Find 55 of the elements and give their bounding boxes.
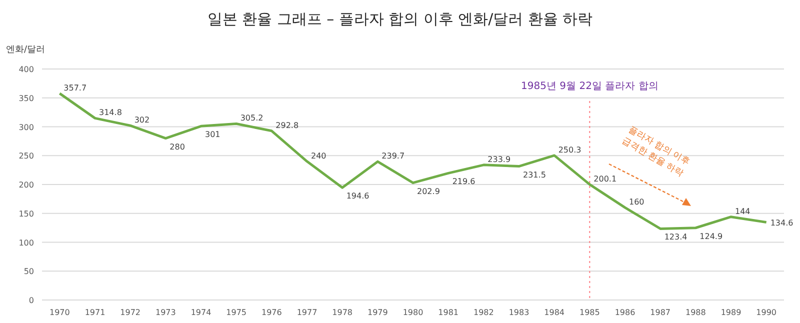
data-label: 301 (205, 130, 220, 140)
x-tick-label: 1990 (756, 308, 777, 317)
data-label: 123.4 (664, 232, 688, 242)
data-label: 219.6 (452, 177, 476, 186)
data-label: 233.9 (488, 154, 511, 164)
chart-title: 일본 환율 그래프 – 플라자 합의 이후 엔화/달러 환율 하락 (207, 10, 593, 28)
data-label: 200.1 (594, 174, 617, 184)
ref-line-label: 1985년 9월 22일 플라자 합의 (521, 81, 658, 92)
x-tick-label: 1976 (261, 308, 282, 317)
data-label: 250.3 (558, 145, 582, 154)
x-tick-label: 1988 (685, 308, 706, 317)
data-label: 144 (735, 206, 750, 216)
data-label: 194.6 (346, 192, 370, 201)
data-label: 302 (134, 116, 150, 125)
y-tick-label: 0 (28, 296, 34, 305)
data-label: 280 (170, 142, 185, 152)
y-tick-label: 50 (24, 267, 34, 276)
x-tick-label: 1984 (544, 308, 565, 317)
x-tick-label: 1979 (367, 308, 388, 317)
data-label: 231.5 (523, 170, 546, 180)
x-tick-label: 1982 (473, 308, 494, 317)
data-label: 314.8 (99, 108, 122, 118)
line-series (58, 92, 768, 230)
data-label: 305.2 (240, 114, 264, 123)
data-label: 160 (629, 198, 644, 207)
x-tick-label: 1972 (120, 308, 141, 317)
y-tick-label: 300 (18, 122, 34, 132)
x-tick-label: 1989 (720, 308, 742, 317)
data-label: 202.9 (417, 186, 440, 196)
y-tick-label: 350 (18, 94, 34, 103)
data-label: 240 (311, 151, 326, 160)
x-tick-label: 1981 (438, 308, 459, 317)
x-tick-label: 1974 (190, 308, 212, 317)
data-label: 239.7 (382, 152, 405, 161)
data-label: 124.9 (700, 232, 723, 241)
data-label: 292.8 (276, 120, 299, 130)
data-label: 357.7 (64, 83, 87, 92)
y-tick-label: 150 (18, 209, 34, 218)
x-tick-label: 1975 (226, 308, 247, 317)
x-tick-label: 1978 (332, 308, 353, 317)
x-tick-label: 1986 (614, 308, 636, 317)
x-tick-label: 1983 (508, 308, 530, 317)
x-tick-label: 1985 (579, 308, 600, 317)
x-tick-label: 1980 (402, 308, 424, 317)
x-tick-label: 1971 (84, 308, 106, 317)
x-tick-label: 1973 (155, 308, 176, 317)
y-tick-label: 100 (18, 238, 34, 248)
y-tick-label: 200 (18, 180, 34, 190)
y-tick-label: 250 (18, 152, 34, 161)
y-axis-title: 엔화/달러 (6, 45, 46, 55)
y-tick-label: 400 (18, 65, 34, 74)
data-label: 134.6 (770, 218, 794, 228)
x-tick-label: 1970 (49, 308, 70, 317)
x-tick-label: 1987 (650, 308, 671, 317)
x-tick-label: 1977 (296, 308, 318, 317)
